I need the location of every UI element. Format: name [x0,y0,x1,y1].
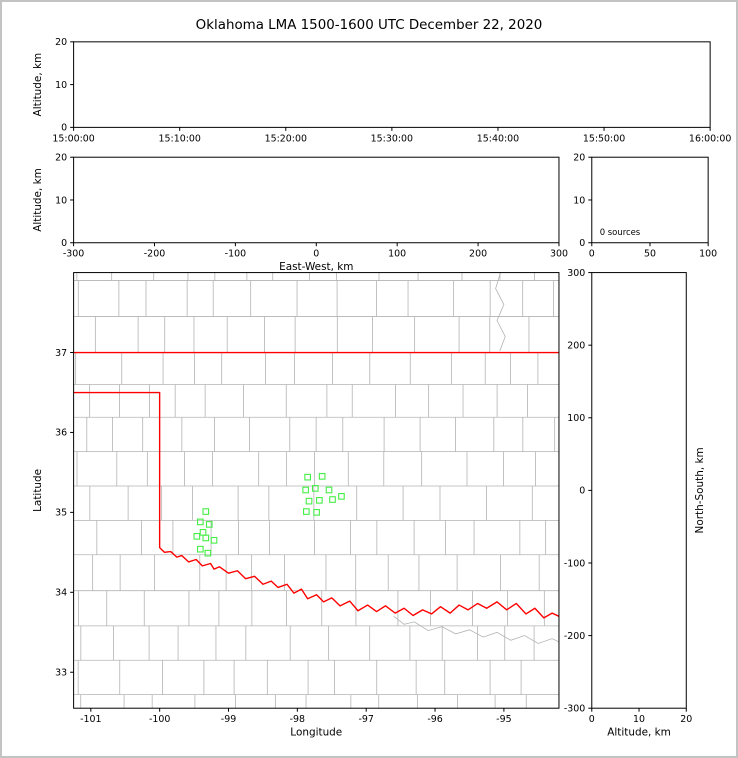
lma-station-marker [303,508,310,515]
y-tick-label: 34 [55,588,67,599]
x-tick-label: 15:50:00 [583,133,625,144]
panel-ns-height: 0 10 20 -300 -200 -100 0 100 200 300 Altitude, km N… [564,268,706,739]
county-lines [73,272,559,709]
y-tick-label: 10 [55,80,67,91]
lma-station-marker [305,497,313,505]
y-tick-label: 300 [567,268,585,279]
lma-station-marker [196,518,204,526]
y-tick-label: -200 [564,631,585,642]
lma-station-marker [318,473,326,480]
x-tick-label: -200 [144,249,165,260]
y-tick-label: 200 [567,340,585,351]
lma-station-marker [325,486,333,494]
y-tick-label: -100 [564,558,585,569]
x-tick-label: 15:40:00 [477,133,519,144]
x-tick-label: 100 [699,249,717,260]
river-line [495,272,506,352]
lma-station-marker [202,508,210,515]
lma-station-marker [338,493,345,500]
x-tick-label: -98 [290,714,305,725]
y-axis-label: Latitude [32,469,44,512]
y-tick-label: -300 [564,703,585,714]
x-tick-label: -100 [149,714,170,725]
y-tick-label: 100 [567,413,585,424]
sources-annotation: 0 sources [600,227,640,237]
x-tick-label: -95 [496,714,511,725]
x-tick-label: 15:00:00 [52,133,94,144]
y-tick-label: 0 [579,238,585,249]
x-tick-label: 10 [633,714,645,725]
x-tick-label: 15:20:00 [265,133,307,144]
x-tick-label: 20 [680,714,692,725]
panel-ew-height: -300 -200 -100 0 100 200 300 0 10 20 East-West, km… [32,152,568,273]
x-axis-label: East-West, km [279,261,353,273]
y-tick-label: 20 [55,37,67,48]
x-tick-label: 15:10:00 [159,133,201,144]
panel-histogram: 0 50 100 0 10 20 0 sources [573,152,717,259]
x-tick-label: 16:00:00 [689,133,731,144]
lma-station-marker [196,545,204,553]
state-border-line [73,391,559,619]
x-tick-label: 0 [589,249,595,260]
y-tick-label: 36 [55,428,67,439]
x-tick-label: 15:30:00 [371,133,413,144]
y-tick-label: 10 [573,195,585,206]
lma-station-marker [304,473,311,481]
lma-station-marker [204,549,212,557]
y-tick-label: 33 [55,668,67,679]
x-tick-label: -300 [63,249,84,260]
lma-station-marker [311,485,319,492]
lma-stations [193,473,345,557]
y-tick-label: 20 [573,152,585,163]
figure-title: Oklahoma LMA 1500-1600 UTC December 22, … [196,18,543,33]
panel-map: -101 -100 -99 -98 -97 -96 -95 33 34 35 36 37 Longitu… [32,272,560,739]
y-tick-label: 0 [61,238,67,249]
lma-station-marker [313,509,320,516]
y-tick-label: 0 [579,486,585,497]
y-tick-label: 20 [55,152,67,163]
y-axis-label: Altitude, km [32,53,44,117]
x-tick-label: -99 [221,714,236,725]
x-tick-label: -96 [427,714,442,725]
river-line [393,615,559,644]
axes-frame [73,272,560,709]
x-axis-label: Longitude [290,727,342,739]
lma-station-marker [316,497,323,504]
y-tick-label: 35 [55,508,67,519]
lma-station-marker [210,536,218,544]
x-axis-label: Altitude, km [607,727,671,739]
x-tick-label: 0 [313,249,319,260]
panel-time-height: 15:00:00 15:10:00 15:20:00 15:30:00 15:40:00… [32,37,732,144]
map-content [73,272,559,709]
x-tick-label: 300 [550,249,568,260]
y-axis-label: Altitude, km [32,168,44,232]
lma-station-marker [193,533,201,540]
lma-station-marker [329,496,336,503]
x-tick-label: 100 [388,249,406,260]
x-tick-label: -100 [225,249,246,260]
y-tick-label: 37 [55,348,67,359]
y-tick-label: 0 [61,123,67,134]
lma-station-marker [205,521,213,528]
x-tick-label: -97 [358,714,373,725]
lma-station-marker [302,486,309,494]
x-tick-label: 50 [644,249,656,260]
lma-station-marker [202,534,210,542]
x-tick-label: -101 [80,714,101,725]
x-tick-label: 0 [589,714,595,725]
y-tick-label: 10 [55,195,67,206]
y-axis-label: North-South, km [694,447,706,533]
x-tick-label: 200 [469,249,487,260]
